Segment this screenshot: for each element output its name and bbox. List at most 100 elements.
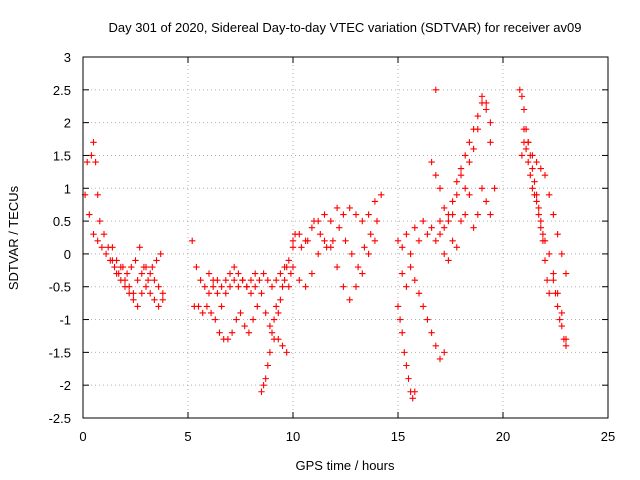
data-point — [128, 263, 135, 271]
data-point — [270, 316, 278, 323]
y-tick-label: 0.5 — [53, 214, 71, 229]
data-point — [529, 185, 536, 192]
data-point — [155, 303, 162, 310]
data-point — [231, 263, 238, 271]
data-point — [462, 152, 469, 159]
data-point — [149, 263, 156, 271]
data-point — [474, 126, 481, 133]
data-point — [403, 231, 410, 238]
data-point — [212, 316, 219, 323]
x-tick-label: 20 — [496, 429, 510, 444]
series-s6 — [205, 263, 259, 310]
data-point — [247, 276, 255, 284]
data-point — [140, 263, 148, 271]
data-point — [396, 316, 404, 323]
data-point — [554, 303, 561, 310]
data-point — [121, 276, 129, 284]
data-point — [529, 165, 536, 172]
data-point — [226, 270, 234, 277]
data-point — [562, 342, 570, 349]
data-point — [283, 349, 290, 356]
data-point — [367, 231, 374, 238]
y-tick-label: -0.5 — [49, 280, 71, 295]
data-point — [436, 185, 444, 192]
data-point — [483, 106, 490, 113]
data-point — [535, 204, 542, 212]
data-point — [304, 237, 311, 244]
data-point — [478, 93, 486, 100]
data-point — [279, 283, 286, 290]
data-point — [441, 204, 448, 212]
data-point — [100, 231, 108, 238]
data-point — [258, 290, 265, 297]
data-point — [224, 336, 232, 343]
data-point — [123, 270, 131, 277]
data-point — [550, 270, 557, 277]
data-point — [138, 270, 145, 277]
data-point — [151, 276, 158, 284]
data-point — [462, 185, 469, 192]
data-point — [445, 217, 452, 225]
data-point — [518, 152, 526, 159]
data-point — [558, 250, 565, 258]
data-point — [474, 211, 481, 218]
data-point — [283, 263, 290, 271]
data-point — [359, 217, 366, 225]
data-point — [277, 270, 284, 277]
data-point — [117, 263, 124, 271]
data-point — [487, 139, 494, 146]
data-point — [275, 309, 282, 317]
y-tick-label: -2.5 — [49, 411, 71, 426]
data-point — [441, 224, 448, 231]
data-point — [252, 283, 259, 290]
data-point — [237, 309, 244, 317]
data-point — [441, 349, 448, 356]
data-point — [153, 257, 160, 264]
data-point — [441, 250, 448, 258]
data-point — [96, 217, 103, 225]
data-point — [483, 198, 490, 205]
y-tick-label: 1.5 — [53, 148, 71, 163]
data-point — [333, 204, 341, 212]
data-point — [546, 250, 553, 258]
data-point — [340, 211, 347, 218]
data-point — [340, 283, 347, 290]
y-axis-label: SDTVAR / TECUs — [6, 185, 21, 290]
data-point — [264, 276, 271, 284]
data-point — [285, 283, 292, 290]
data-point — [277, 296, 284, 304]
data-point — [84, 158, 91, 166]
series-s5 — [191, 290, 290, 356]
data-point — [107, 257, 114, 264]
data-point — [235, 283, 242, 290]
data-point — [289, 237, 297, 244]
data-point — [262, 375, 269, 382]
data-point — [346, 296, 353, 304]
data-point — [541, 257, 549, 264]
data-point — [415, 237, 423, 244]
data-point — [550, 211, 557, 218]
data-point — [342, 237, 349, 244]
data-point — [365, 250, 372, 258]
data-point — [239, 276, 246, 284]
data-point — [329, 237, 337, 244]
series-s12 — [394, 99, 494, 258]
data-point — [310, 217, 318, 225]
data-point — [249, 316, 257, 323]
data-point — [420, 217, 427, 225]
x-tick-label: 25 — [601, 429, 615, 444]
data-point — [457, 165, 465, 172]
data-point — [226, 283, 234, 290]
data-point — [317, 231, 324, 238]
data-point — [428, 329, 435, 336]
data-point — [285, 257, 292, 264]
data-point — [109, 244, 116, 251]
data-point — [327, 217, 334, 225]
data-point — [94, 191, 101, 199]
data-point — [371, 198, 379, 205]
data-point — [365, 211, 372, 218]
y-tick-label: -1.5 — [49, 345, 71, 360]
y-tick-label: 1 — [64, 181, 71, 196]
data-point — [247, 290, 255, 297]
